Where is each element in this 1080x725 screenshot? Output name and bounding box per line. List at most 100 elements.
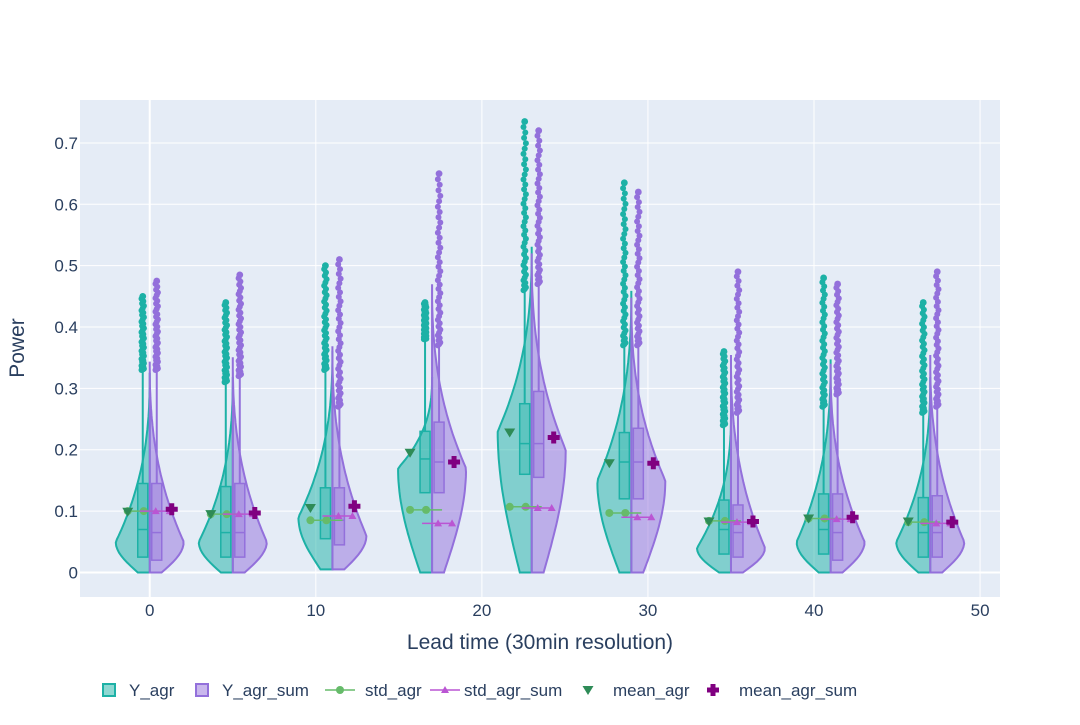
Y_agr_sum-outlier [437, 219, 444, 226]
legend-label: std_agr_sum [464, 681, 562, 700]
mean-agr-sum-marker [846, 511, 859, 524]
Y_agr_sum-violin [929, 355, 966, 574]
Y_agr_sum-outlier [534, 157, 541, 164]
legend[interactable]: Y_agr Y_agr_sum std_agr std_agr_sum mean_agr… [102, 681, 857, 700]
legend-item-Y-agr[interactable]: Y_agr [102, 681, 175, 700]
Y_agr-box [618, 431, 631, 500]
Y_agr_sum-violin [431, 284, 468, 574]
Y_agr_sum-outlier [535, 166, 542, 173]
Y_agr_sum-outlier [536, 185, 543, 191]
legend-item-mean-agr-sum[interactable]: mean_agr_sum [707, 681, 857, 700]
Y_agr_sum-outlier [437, 192, 444, 199]
Y_agr-outlier [522, 191, 529, 198]
y-tick-label: 0.2 [54, 441, 78, 460]
legend-item-std-agr-sum[interactable]: std_agr_sum [430, 681, 562, 700]
legend-item-Y-agr-sum[interactable]: Y_agr_sum [195, 681, 309, 700]
legend-label: std_agr [365, 681, 422, 700]
Y_agr_sum-box [433, 421, 445, 494]
std-agr-sum-point [234, 510, 243, 518]
mean-agr-sum-marker [165, 503, 178, 516]
Y_agr-box [718, 499, 730, 555]
mean-agr-marker [703, 517, 715, 527]
y-tick-label: 0 [69, 563, 78, 582]
y-tick-label: 0.4 [54, 318, 78, 337]
Y_agr-outlier [520, 150, 527, 157]
Y_agr_sum-outlier [436, 249, 443, 256]
axis-layer: 0 0.1 0.2 0.3 0.4 0.5 0.6 0.7 0 10 20 30 40 50 [54, 134, 989, 620]
Y_agr_sum-violin [530, 253, 567, 574]
Y_agr_sum-outlier-max [933, 268, 941, 276]
Y_agr_sum-outlier [436, 181, 443, 188]
Y_agr-outlier [620, 195, 627, 202]
Y_agr-outlier-max [620, 179, 628, 187]
Y_agr-outlier [620, 235, 627, 242]
std-agr-sum-point [533, 504, 542, 512]
Y_agr-outlier [621, 206, 628, 212]
Y_agr_sum-outlier [335, 293, 342, 300]
std-agr-sum-point [348, 512, 357, 520]
Y_agr_sum-outlier-max [435, 170, 443, 178]
Y_agr_sum-outlier [335, 284, 342, 291]
Y_agr-outlier [520, 176, 527, 183]
Y_agr_sum-outlier [435, 239, 442, 246]
Y_agr_sum-outlier [636, 208, 643, 215]
Y_agr_sum-outlier-max [634, 188, 642, 196]
Y_agr_sum-outlier-max [336, 256, 343, 263]
x-axis-title: Lead time (30min resolution) [407, 631, 673, 654]
std-agr-sum-point [448, 519, 457, 527]
x-tick-label: 0 [145, 601, 154, 620]
x-tick-label: 50 [971, 601, 990, 620]
y-tick-label: 0.1 [54, 502, 78, 521]
Y_agr_sum-outlier [635, 199, 642, 206]
Y_agr-outlier [522, 129, 529, 136]
mean-agr-marker [304, 504, 316, 514]
Y_agr_sum-outlier [636, 232, 643, 239]
Y_agr-violin [496, 246, 533, 574]
Y_agr-outlier [521, 171, 528, 178]
Y_agr_sum-outlier [536, 147, 543, 154]
Y_agr_sum-outlier [736, 287, 743, 294]
Y_agr_sum-outlier [435, 263, 442, 270]
Y_agr-outlier [522, 156, 529, 163]
Y_agr-outlier [522, 140, 529, 147]
Y_agr_sum-outlier [734, 282, 741, 289]
Y_agr_sum-outlier [635, 213, 642, 220]
Y_agr_sum-outlier [535, 142, 542, 149]
Y_agr-box [419, 430, 431, 494]
Y_agr-outlier [621, 216, 628, 223]
y-tick-label: 0.6 [54, 195, 78, 214]
Y_agr-box [817, 493, 830, 555]
Y_agr-outlier [620, 259, 627, 265]
Y_agr-outlier [621, 254, 628, 261]
Y_agr_sum-outlier [436, 198, 443, 205]
std-agr-sum-point [932, 519, 941, 527]
Y_agr_sum-outlier [335, 270, 342, 277]
Y_agr_sum-outlier [435, 187, 442, 194]
Y_agr_sum-outlier [436, 272, 443, 279]
x-tick-label: 10 [306, 601, 325, 620]
Y_agr_sum-violin [231, 357, 268, 574]
legend-label: mean_agr_sum [739, 681, 857, 700]
Y_agr_sum-outlier [434, 229, 441, 236]
Y_agr-outlier [522, 166, 529, 173]
legend-item-mean-agr[interactable]: mean_agr [582, 681, 690, 700]
std-agr-sum-point [832, 515, 841, 523]
Y_agr_sum-violin [331, 346, 368, 571]
Y_agr-outlier [620, 245, 627, 252]
std-agr-sum-point [732, 518, 741, 526]
Y_agr_sum-violin [729, 355, 766, 574]
Y_agr-outlier [622, 226, 629, 233]
legend-symbol [102, 683, 116, 697]
Y_agr-outlier [521, 209, 528, 216]
Y_agr-outlier [621, 263, 628, 270]
legend-item-std-agr[interactable]: std_agr [325, 681, 422, 700]
violin-layer [114, 118, 966, 574]
Y_agr_sum-box [532, 390, 545, 479]
Y_agr_sum-outlier [634, 250, 641, 257]
y-tick-label: 0.5 [54, 257, 78, 276]
Y_agr_sum-outlier [435, 214, 442, 221]
Y_agr_sum-outlier [634, 194, 641, 201]
std-agr-point [505, 502, 514, 511]
legend-label: Y_agr [129, 681, 175, 700]
